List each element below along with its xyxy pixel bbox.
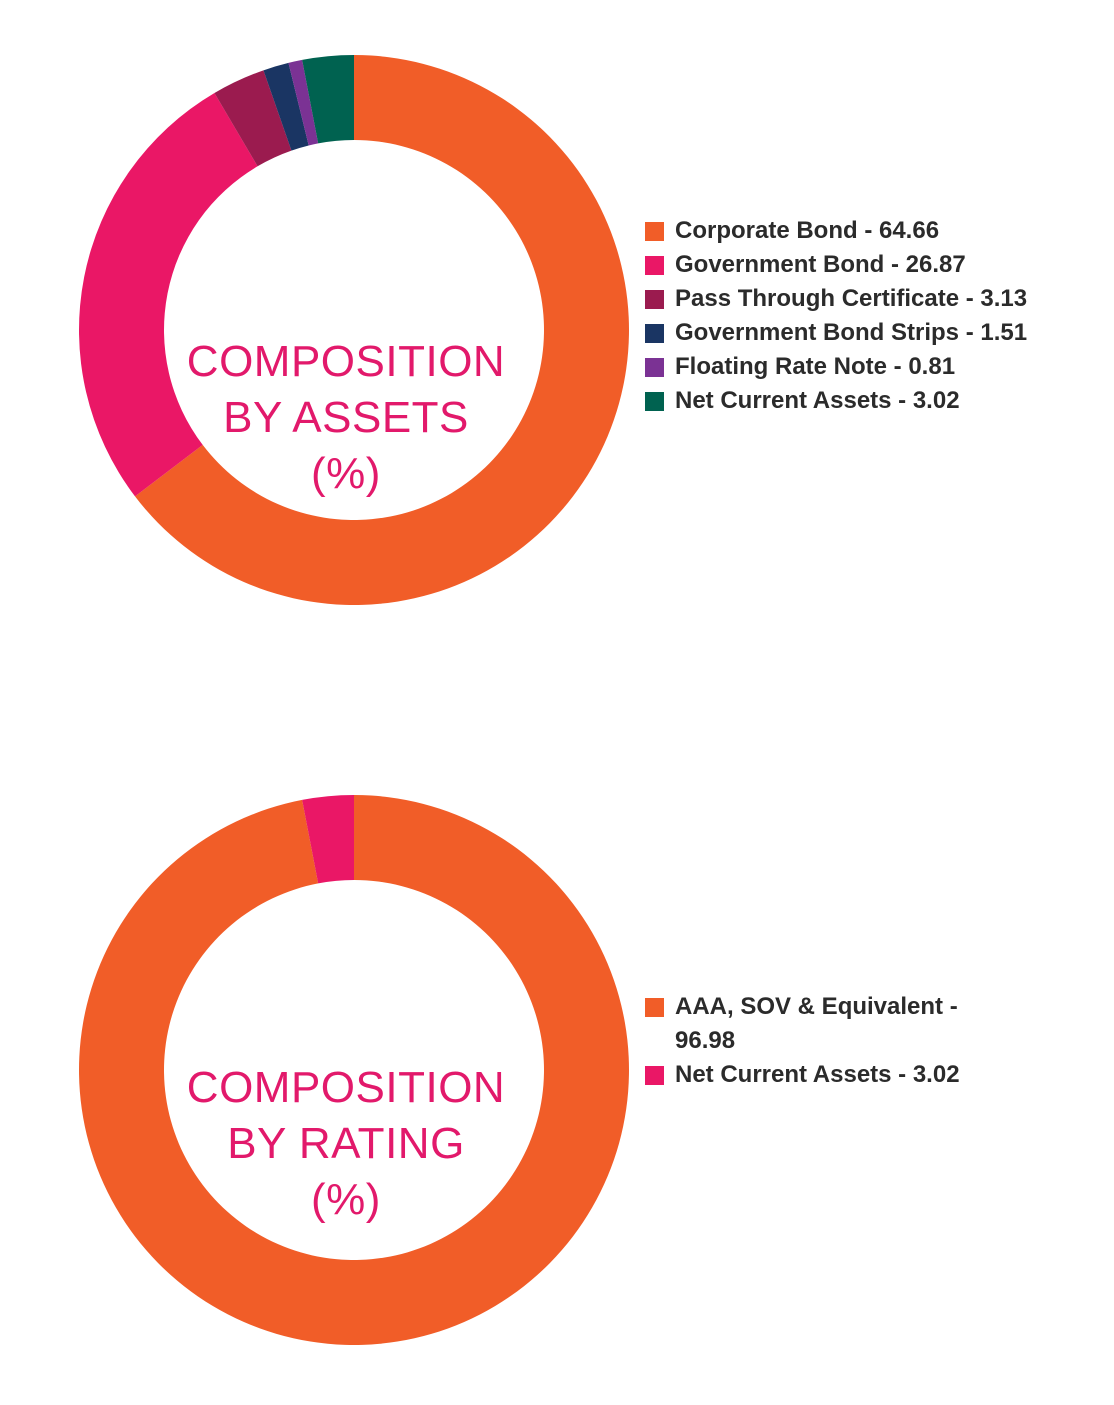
legend-label: Government Bond Strips - 1.51 xyxy=(675,319,1028,346)
donut-slice-government-bond-strips xyxy=(263,62,309,151)
donut-slice-corporate-bond xyxy=(135,55,630,605)
legend-swatch xyxy=(645,1066,664,1085)
legend-swatch xyxy=(645,324,664,343)
rating-title-line-2: BY RATING xyxy=(227,1119,465,1168)
legend-swatch xyxy=(645,998,664,1017)
legend-label: Net Current Assets - 3.02 xyxy=(675,387,960,414)
legend-item-government-bond-strips: Government Bond Strips - 1.51 xyxy=(645,316,1027,350)
legend-label: AAA, SOV & Equivalent - 96.98 xyxy=(675,993,958,1054)
donut-slice-floating-rate-note xyxy=(288,59,319,146)
legend-label: Corporate Bond - 64.66 xyxy=(675,217,940,244)
donut-slice-net-current-assets xyxy=(302,795,354,884)
assets-donut xyxy=(79,55,630,605)
rating-chart-title: COMPOSITION BY RATING (%) xyxy=(146,1060,546,1228)
donut-slice-net-current-assets xyxy=(302,55,354,144)
legend-swatch xyxy=(645,358,664,377)
composition-by-assets-chart: COMPOSITION BY ASSETS (%) Corporate Bond… xyxy=(0,0,1114,640)
legend-item-net-current-assets: Net Current Assets - 3.02 xyxy=(645,384,1027,418)
legend-label: Government Bond - 26.87 xyxy=(675,251,966,278)
rating-title-line-1: COMPOSITION xyxy=(186,1063,506,1112)
rating-donut xyxy=(79,795,629,1345)
legend-item-net-current-assets: Net Current Assets - 3.02 xyxy=(645,1058,1005,1092)
legend-item-floating-rate-note: Floating Rate Note - 0.81 xyxy=(645,350,1027,384)
legend-item-government-bond: Government Bond - 26.87 xyxy=(645,248,1027,282)
donut-slice-government-bond xyxy=(79,93,258,497)
assets-legend: Corporate Bond - 64.66 Government Bond -… xyxy=(645,214,1027,418)
legend-item-pass-through-certificate: Pass Through Certificate - 3.13 xyxy=(645,282,1027,316)
legend-item-aaa-sov-equivalent: AAA, SOV & Equivalent - 96.98 xyxy=(645,990,1005,1058)
legend-label: Floating Rate Note - 0.81 xyxy=(675,353,956,380)
donut-slice-aaa-sov-equivalent xyxy=(79,795,629,1345)
assets-title-line-1: COMPOSITION xyxy=(186,337,506,386)
legend-swatch xyxy=(645,290,664,309)
legend-label: Pass Through Certificate - 3.13 xyxy=(675,285,1028,312)
assets-title-line-3: (%) xyxy=(311,449,381,498)
rating-title-line-3: (%) xyxy=(311,1175,381,1224)
legend-item-corporate-bond: Corporate Bond - 64.66 xyxy=(645,214,1027,248)
legend-swatch xyxy=(645,222,664,241)
composition-by-rating-chart: COMPOSITION BY RATING (%) AAA, SOV & Equ… xyxy=(0,740,1114,1380)
legend-label: Net Current Assets - 3.02 xyxy=(675,1061,960,1088)
donut-slice-pass-through-certificate xyxy=(214,70,292,167)
assets-title-line-2: BY ASSETS xyxy=(223,393,469,442)
rating-legend: AAA, SOV & Equivalent - 96.98 Net Curren… xyxy=(645,990,1005,1092)
assets-chart-title: COMPOSITION BY ASSETS (%) xyxy=(146,334,546,502)
legend-swatch xyxy=(645,256,664,275)
legend-swatch xyxy=(645,392,664,411)
